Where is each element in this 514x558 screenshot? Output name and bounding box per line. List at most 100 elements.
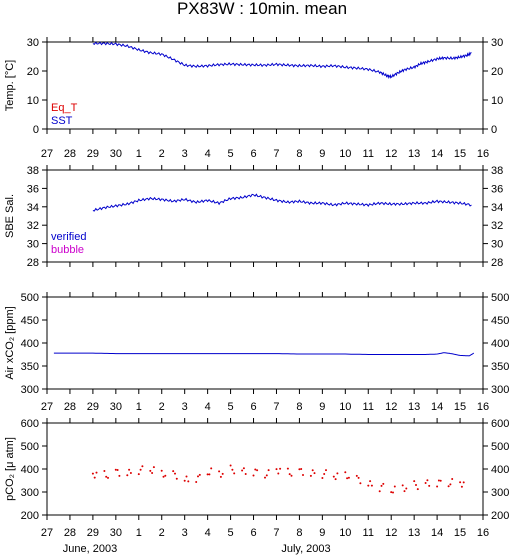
pco2-x-tick-label: 27 — [41, 527, 53, 539]
pco2-data-point — [206, 473, 209, 476]
pco2-data-point — [428, 484, 431, 487]
pco2-data-point — [183, 479, 186, 482]
salinity-y-axis-label: SBE Sal. — [4, 194, 16, 238]
pco2-data-point — [401, 484, 404, 487]
pco2-data-point — [325, 469, 327, 472]
pco2-data-point — [311, 469, 314, 472]
temperature-x-tick-label: 30 — [110, 148, 122, 160]
pco2-data-point — [460, 485, 463, 488]
air-xco2-x-tick-label: 14 — [431, 401, 443, 413]
pco2-data-point — [252, 474, 255, 477]
pco2-x-tick-label: 16 — [477, 527, 489, 539]
pco2-data-point — [114, 468, 117, 471]
temperature-x-tick-label: 11 — [363, 148, 374, 160]
salinity-y-tick-label-left: 32 — [27, 220, 39, 232]
salinity-y-tick-label-left: 30 — [27, 239, 39, 251]
pco2-data-point — [219, 475, 222, 478]
air-xco2-x-tick-label: 13 — [408, 401, 420, 413]
pco2-x-tick-label: 10 — [339, 527, 351, 539]
air-xco2-x-tick-label: 5 — [228, 401, 234, 413]
pco2-data-point — [174, 472, 176, 475]
pco2-data-point — [288, 473, 291, 476]
air-xco2-x-tick-label: 6 — [250, 401, 256, 413]
pco2-data-point — [231, 468, 234, 471]
temperature-x-tick-label: 5 — [228, 148, 234, 160]
temperature-x-tick-label: 27 — [41, 148, 53, 160]
air-xco2-y-tick-label-left: 500 — [21, 292, 39, 304]
temperature-x-tick-label: 3 — [182, 148, 188, 160]
air-xco2-x-tick-label: 2 — [159, 401, 165, 413]
salinity-y-tick-label-right: 32 — [491, 220, 503, 232]
air-xco2-y-tick-label-right: 300 — [491, 384, 509, 396]
pco2-data-point — [93, 476, 96, 479]
air-xco2-x-tick-label: 10 — [339, 401, 351, 413]
salinity-legend-entry: bubble — [51, 244, 84, 256]
pco2-data-point — [413, 480, 416, 483]
pco2-data-point — [265, 474, 268, 477]
salinity-y-tick-label-right: 36 — [491, 183, 503, 195]
pco2-data-point — [254, 468, 257, 471]
pco2-data-point — [275, 468, 278, 471]
salinity-y-tick-label-left: 34 — [27, 202, 39, 214]
air-xco2-y-tick-label-right: 350 — [491, 361, 509, 373]
air-xco2-y-tick-label-left: 350 — [21, 361, 39, 373]
pco2-x-tick-label: 7 — [273, 527, 279, 539]
salinity-y-tick-label-right: 30 — [491, 239, 503, 251]
temperature-x-tick-label: 12 — [385, 148, 397, 160]
temperature-y-tick-label-right: 10 — [491, 95, 503, 107]
pco2-data-point — [286, 467, 289, 470]
pco2-data-point — [393, 485, 396, 488]
pco2-x-tick-label: 5 — [228, 527, 234, 539]
air-xco2-y-tick-label-right: 450 — [491, 315, 509, 327]
pco2-y-tick-label-left: 300 — [21, 487, 39, 499]
air-xco2-x-tick-label: 1 — [136, 401, 142, 413]
pco2-y-tick-label-left: 200 — [21, 510, 39, 522]
air-xco2-x-tick-label: 16 — [477, 401, 489, 413]
pco2-y-tick-label-left: 600 — [21, 418, 39, 430]
air-xco2-x-tick-label: 29 — [87, 401, 99, 413]
pco2-data-point — [277, 472, 280, 475]
pco2-x-tick-label: 4 — [205, 527, 211, 539]
pco2-data-point — [357, 476, 360, 479]
air-xco2-x-tick-label: 3 — [182, 401, 188, 413]
pco2-data-point — [151, 472, 154, 474]
pco2-y-axis-label: pCO₂ [μ atm] — [4, 437, 16, 501]
air-xco2-x-tick-label: 11 — [363, 401, 374, 413]
salinity-plot-frame — [46, 169, 484, 263]
pco2-x-tick-label: 14 — [431, 527, 443, 539]
pco2-data-point — [244, 473, 247, 475]
temperature-x-tick-label: 8 — [296, 148, 302, 160]
air-xco2-x-tick-label: 4 — [205, 401, 211, 413]
temperature-plot-frame — [46, 41, 484, 130]
pco2-data-point — [449, 483, 452, 486]
pco2-y-tick-label-right: 400 — [491, 464, 509, 476]
air-xco2-y-tick-label-left: 450 — [21, 315, 39, 327]
pco2-x-tick-label: 13 — [408, 527, 420, 539]
temperature-x-tick-label: 6 — [250, 148, 256, 160]
air-xco2-x-tick-label: 15 — [454, 401, 466, 413]
salinity-y-tick-label-left: 38 — [27, 165, 39, 177]
pco2-data-point — [290, 474, 293, 477]
pco2-data-point — [242, 467, 245, 470]
pco2-data-point — [210, 467, 213, 470]
salinity-panel: 28 28 30 30 32 32 34 34 36 36 38 38 SBE Sal. verified… — [4, 165, 503, 269]
air-xco2-x-tick-label: 27 — [41, 401, 53, 413]
pco2-x-tick-label: 1 — [136, 527, 142, 539]
temperature-y-tick-label-right: 0 — [491, 124, 497, 136]
pco2-data-point — [355, 474, 358, 477]
temperature-x-tick-label: 13 — [408, 148, 420, 160]
air-xco2-y-tick-label-right: 400 — [491, 338, 509, 350]
pco2-data-point — [107, 476, 109, 479]
temperature-x-tick-label: 14 — [431, 148, 443, 160]
pco2-data-point — [439, 479, 442, 482]
pco2-x-tick-label: 2 — [159, 527, 165, 539]
pco2-data-point — [233, 472, 236, 475]
pco2-data-point — [380, 484, 383, 487]
pco2-data-point — [264, 476, 266, 479]
pco2-data-point — [195, 481, 198, 483]
pco2-data-point — [298, 468, 301, 471]
pco2-data-point — [309, 474, 312, 477]
pco2-data-point — [267, 469, 270, 472]
pco2-y-tick-label-right: 600 — [491, 418, 509, 430]
